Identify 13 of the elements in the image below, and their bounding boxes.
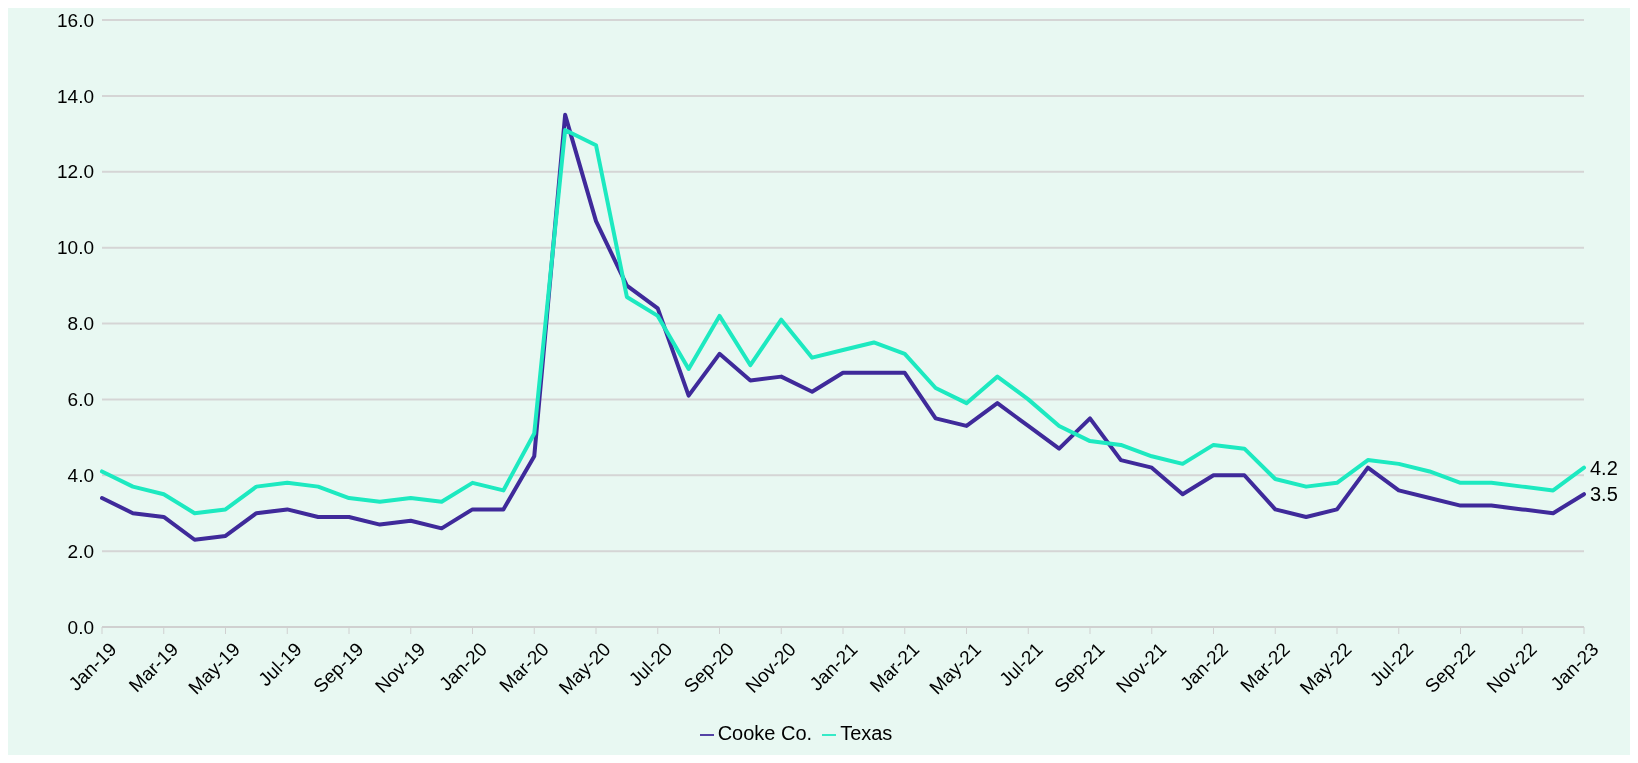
y-tick-label: 4.0 [67,464,94,486]
y-tick-label: 16.0 [57,9,94,31]
data-label: 3.5 [1590,483,1618,506]
legend-label: Texas [840,722,893,744]
y-tick-label: 2.0 [67,540,94,562]
y-tick-label: 0.0 [67,616,94,638]
y-tick-label: 8.0 [67,313,94,335]
y-tick-label: 14.0 [57,85,94,107]
y-tick-label: 12.0 [57,161,94,183]
y-tick-label: 10.0 [57,237,94,259]
legend-label: Cooke Co. [717,722,813,744]
data-label: 4.2 [1590,456,1618,479]
y-tick-label: 6.0 [67,389,94,411]
